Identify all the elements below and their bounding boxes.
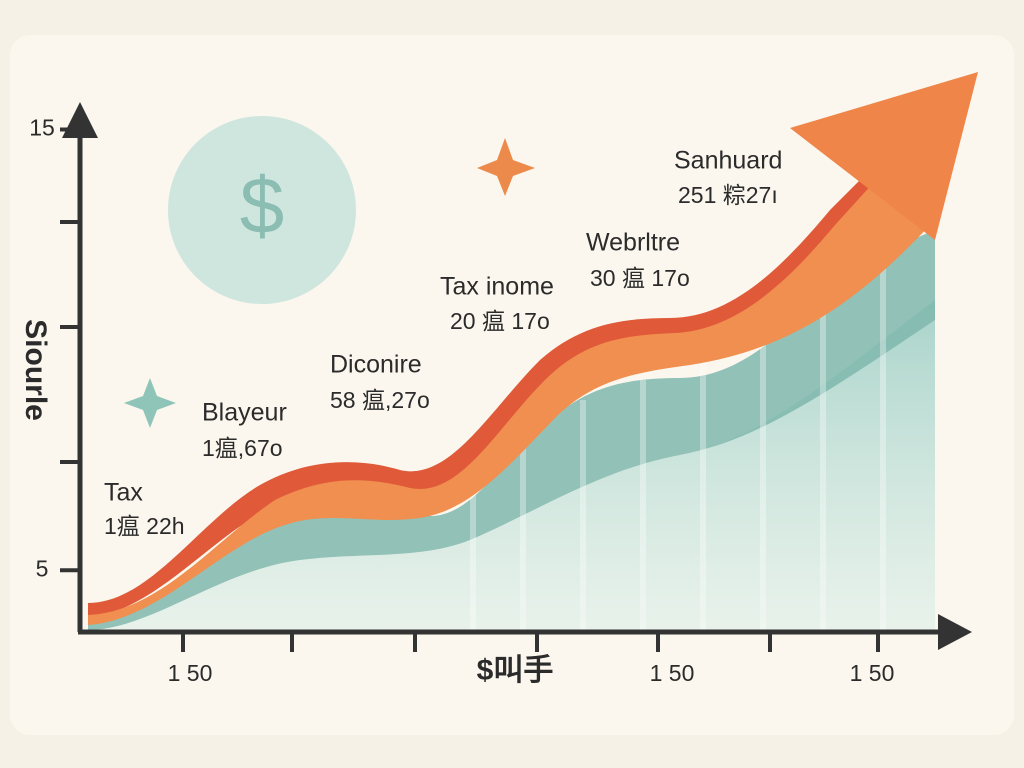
x-tick-label: 1 50 [650, 660, 695, 686]
band-teal [88, 230, 935, 630]
annotation-text: 30 瘟 17o [590, 265, 690, 291]
annotation-title: Webrltre [586, 229, 680, 257]
x-tick-label: 1 50 [850, 660, 895, 686]
annotation-title: Diconire [330, 351, 422, 379]
coin [168, 116, 356, 304]
annotation-title: Sanhuard [674, 147, 782, 175]
y-tick-label: 5 [36, 555, 49, 581]
y-axis-label: Siourle [19, 319, 52, 421]
sparkle [477, 138, 535, 196]
annotation-title: Tax inome [440, 273, 554, 301]
annotation-text: 1瘟,67o [202, 435, 283, 461]
annotation-text: 1瘟 22h [104, 513, 185, 539]
y-minor-ticks [60, 220, 80, 464]
annotation-title: Blayeur [202, 399, 287, 427]
coin-symbol: $ [240, 161, 285, 250]
x-axis-arrow [938, 614, 972, 650]
x-tick-marks [181, 632, 880, 652]
stripes [470, 250, 886, 630]
y-tick-label: 15 [29, 115, 55, 141]
area-base [88, 300, 935, 632]
arrow-head [790, 72, 978, 240]
annotation-text: 58 瘟,27o [330, 387, 430, 413]
x-tick-label: 1 50 [168, 660, 213, 686]
annotation-title: Tax [104, 479, 143, 507]
band-red [88, 160, 900, 618]
sparkle [124, 378, 176, 428]
x-axis-label: $叫手 [477, 654, 554, 687]
annotation-text: 20 瘟 17o [450, 308, 550, 334]
band-orange [88, 170, 930, 625]
annotation-text: 251 粽27ı [678, 182, 778, 208]
